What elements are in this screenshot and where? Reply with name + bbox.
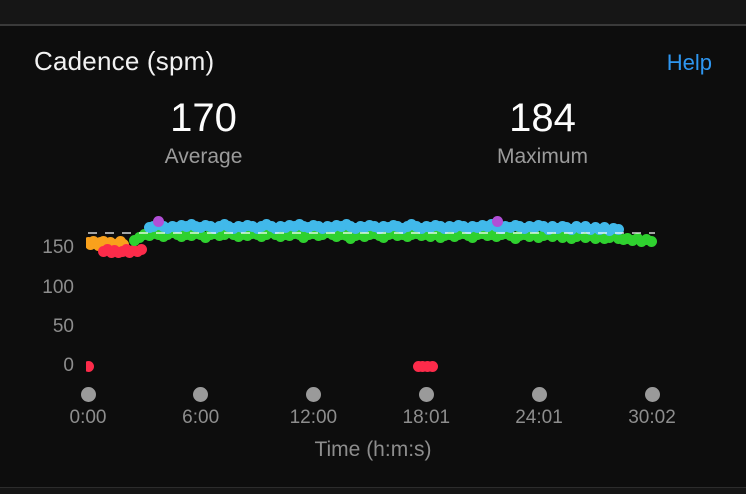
maximum-label: Maximum xyxy=(496,145,588,168)
x-axis-tick-dot xyxy=(193,387,209,402)
data-point-blue xyxy=(613,223,624,235)
data-point-purple xyxy=(152,215,164,227)
summary-stats: 170 Average 184 Maximum xyxy=(34,98,712,169)
x-axis-tick-label: 0:00 xyxy=(69,407,107,428)
bottom-section-divider xyxy=(0,487,746,494)
data-point-green xyxy=(645,236,657,248)
y-axis-tick-label: 50 xyxy=(52,316,74,338)
data-point-red xyxy=(426,360,438,372)
page-title: Cadence (spm) xyxy=(34,46,215,76)
y-axis-tick-label: 0 xyxy=(63,355,74,377)
x-axis-title: Time (h:m:s) xyxy=(314,438,432,461)
chart-plot-area[interactable] xyxy=(86,190,746,382)
x-axis-tick-dot xyxy=(80,387,96,402)
x-axis-tick-label: 18:01 xyxy=(402,407,451,428)
x-axis-tick-dot xyxy=(531,387,547,402)
x-axis-tick-label: 6:00 xyxy=(182,407,220,428)
average-label: Average xyxy=(164,145,243,168)
top-section-divider xyxy=(0,0,746,26)
average-value: 170 xyxy=(170,96,237,140)
maximum-value: 184 xyxy=(509,96,576,140)
y-axis-tick-label: 150 xyxy=(42,237,74,259)
maximum-stat: 184 Maximum xyxy=(373,98,712,169)
average-stat: 170 Average xyxy=(34,98,373,169)
x-axis-tick-dot xyxy=(305,387,321,402)
x-axis-tick-dot xyxy=(644,387,660,402)
data-point-red xyxy=(135,244,147,256)
y-axis-tick-label: 100 xyxy=(42,276,74,298)
help-link[interactable]: Help xyxy=(666,50,712,75)
x-axis-tick-label: 24:01 xyxy=(515,407,563,428)
cadence-chart: 150 100 50 0 0:00 6:00 12:00 18:01 24:01 30:02 T… xyxy=(0,190,746,494)
data-point-orange xyxy=(117,238,129,250)
x-axis-tick-dot xyxy=(418,387,434,402)
x-axis-tick-label: 30:02 xyxy=(628,407,676,428)
data-point-red xyxy=(86,360,95,372)
average-dashed-line xyxy=(88,231,655,234)
x-axis-tick-label: 12:00 xyxy=(289,407,338,428)
data-point-purple xyxy=(491,215,503,227)
